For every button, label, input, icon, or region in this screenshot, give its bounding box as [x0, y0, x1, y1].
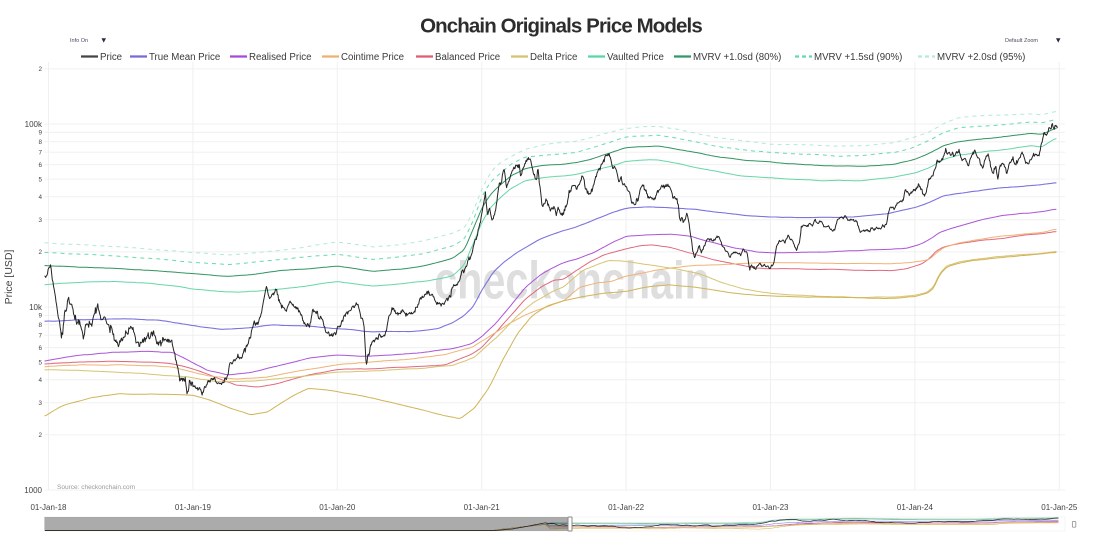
- svg-text:2: 2: [38, 66, 42, 73]
- svg-text:MVRV +2.0sd (95%): MVRV +2.0sd (95%): [937, 52, 1025, 63]
- svg-text:2: 2: [38, 249, 42, 256]
- svg-text:01-Jan-25: 01-Jan-25: [1041, 503, 1078, 512]
- svg-text:Default Zoom: Default Zoom: [1005, 38, 1038, 44]
- svg-text:5: 5: [38, 176, 42, 183]
- svg-text:4: 4: [38, 194, 42, 201]
- svg-text:4: 4: [38, 377, 42, 384]
- svg-text:9: 9: [38, 313, 42, 320]
- svg-text:5: 5: [38, 359, 42, 366]
- svg-text:Realised Price: Realised Price: [249, 52, 311, 63]
- svg-text:7: 7: [38, 333, 42, 340]
- svg-text:100k: 100k: [25, 120, 43, 129]
- svg-text:01-Jan-23: 01-Jan-23: [752, 503, 789, 512]
- svg-text:6: 6: [38, 345, 42, 352]
- svg-text:Cointime Price: Cointime Price: [341, 52, 404, 63]
- svg-text:9: 9: [38, 130, 42, 137]
- svg-text:1000: 1000: [24, 486, 42, 495]
- svg-text:Vaulted Price: Vaulted Price: [607, 52, 664, 63]
- svg-text:Onchain Originals Price Models: Onchain Originals Price Models: [420, 15, 702, 38]
- svg-text:MVRV +1.0sd (80%): MVRV +1.0sd (80%): [693, 52, 781, 63]
- svg-text:01-Jan-19: 01-Jan-19: [175, 503, 212, 512]
- svg-text:01-Jan-20: 01-Jan-20: [319, 503, 356, 512]
- svg-text:3: 3: [38, 400, 42, 407]
- svg-text:8: 8: [38, 139, 42, 146]
- svg-text:Balanced Price: Balanced Price: [435, 52, 500, 63]
- svg-text:2: 2: [38, 432, 42, 439]
- svg-text:Price [USD]: Price [USD]: [3, 249, 15, 304]
- svg-text:8: 8: [38, 322, 42, 329]
- svg-text:Price: Price: [100, 52, 122, 63]
- svg-text:MVRV +1.5sd (90%): MVRV +1.5sd (90%): [814, 52, 902, 63]
- svg-text:checkonchain: checkonchain: [434, 252, 710, 311]
- svg-text:Info On: Info On: [70, 38, 88, 44]
- svg-text:01-Jan-18: 01-Jan-18: [30, 503, 67, 512]
- svg-text:3: 3: [38, 217, 42, 224]
- svg-text:01-Jan-24: 01-Jan-24: [897, 503, 934, 512]
- svg-text:01-Jan-22: 01-Jan-22: [608, 503, 645, 512]
- svg-text:01-Jan-21: 01-Jan-21: [464, 503, 501, 512]
- svg-text:7: 7: [38, 150, 42, 157]
- svg-text:6: 6: [38, 162, 42, 169]
- svg-text:Delta Price: Delta Price: [530, 52, 577, 63]
- svg-text:10k: 10k: [29, 303, 43, 312]
- svg-text:True Mean Price: True Mean Price: [149, 52, 220, 63]
- svg-text:Source: checkonchain.com: Source: checkonchain.com: [57, 484, 135, 491]
